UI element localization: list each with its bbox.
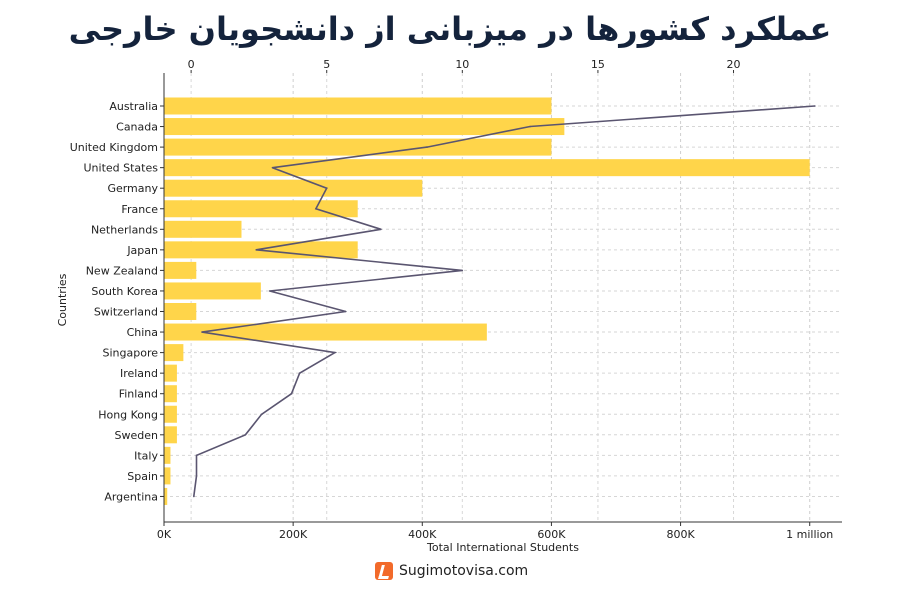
line-point — [529, 125, 531, 128]
category-label: Japan — [126, 244, 158, 257]
line-point — [255, 249, 258, 251]
category-label: France — [121, 203, 158, 216]
footer: Sugimotovisa.com — [375, 562, 528, 580]
category-label: Canada — [116, 121, 158, 134]
category-label: New Zealand — [86, 264, 158, 277]
line-point — [298, 372, 301, 374]
bar-australia — [164, 97, 552, 115]
category-label: Australia — [109, 100, 158, 113]
bar-netherlands — [164, 220, 242, 238]
bar-canada — [164, 118, 565, 136]
line-point — [271, 166, 274, 169]
page-title: عملکرد کشورها در میزبانی از دانشجویان خا… — [68, 10, 832, 48]
x-tick-label: 200K — [279, 528, 308, 541]
bar-ireland — [164, 364, 177, 382]
category-label: Italy — [134, 449, 158, 462]
x-tick-label: 1 million — [786, 528, 833, 541]
x-tick-label: 400K — [408, 528, 437, 541]
bar-hong-kong — [164, 405, 177, 423]
line-point — [814, 105, 816, 107]
category-label: Ireland — [120, 367, 158, 380]
line-point — [290, 392, 293, 395]
line-point — [195, 475, 198, 477]
x-axis-label: Total International Students — [426, 541, 579, 554]
line-series — [193, 105, 816, 498]
line-point — [244, 434, 247, 436]
bar-finland — [164, 385, 177, 403]
axes — [160, 70, 842, 526]
line-point — [325, 187, 328, 189]
x-tick-label: 0K — [157, 528, 172, 541]
line-point — [260, 413, 263, 416]
category-label: Germany — [107, 182, 158, 195]
bar-switzerland — [164, 303, 197, 320]
category-label: Netherlands — [91, 223, 158, 236]
line-point — [195, 454, 198, 457]
bar-sweden — [164, 426, 177, 444]
bar-argentina — [164, 487, 168, 505]
line-point — [380, 228, 382, 231]
line-point — [334, 351, 336, 354]
footer-link[interactable]: Sugimotovisa.com — [399, 563, 529, 579]
line-point — [461, 269, 464, 272]
category-label: China — [127, 326, 158, 339]
bar-germany — [164, 179, 423, 197]
y-axis-label: Countries — [56, 273, 69, 326]
top-tick-label: 10 — [455, 58, 469, 71]
x-tick-label: 800K — [666, 528, 695, 541]
line-point — [201, 331, 203, 333]
bar-spain — [164, 467, 171, 485]
line-point — [426, 146, 428, 148]
category-label: Argentina — [104, 490, 158, 503]
line-point — [315, 207, 317, 210]
category-label: Sweden — [115, 429, 158, 442]
line-point — [193, 495, 195, 498]
category-label: South Korea — [91, 285, 158, 298]
brand-logo-icon — [375, 562, 393, 580]
category-label: Switzerland — [94, 306, 158, 319]
bar-new-zealand — [164, 261, 197, 279]
bar-italy — [164, 446, 171, 464]
line-point — [344, 310, 347, 313]
top-tick-label: 15 — [591, 58, 605, 71]
bar-south-korea — [164, 282, 261, 300]
bar-united-states — [164, 159, 810, 177]
bar-china — [164, 323, 487, 341]
labels: 0K 200K 400K 600K 800K 1 million 0 5 10 15 20 Austr… — [70, 58, 834, 541]
category-label: Finland — [119, 388, 158, 401]
bar-united-kingdom — [164, 138, 552, 156]
top-tick-label: 20 — [727, 58, 741, 71]
bars — [164, 97, 810, 505]
category-label: United States — [84, 162, 159, 175]
top-tick-label: 0 — [188, 58, 195, 71]
line-point — [268, 290, 271, 292]
bar-france — [164, 200, 358, 218]
x-tick-label: 600K — [537, 528, 566, 541]
category-label: United Kingdom — [70, 141, 158, 154]
top-tick-label: 5 — [323, 58, 330, 71]
category-label: Spain — [127, 470, 158, 483]
percentage-line — [193, 105, 815, 497]
category-label: Singapore — [103, 347, 159, 360]
category-label: Hong Kong — [98, 408, 158, 421]
bar-singapore — [164, 344, 184, 362]
